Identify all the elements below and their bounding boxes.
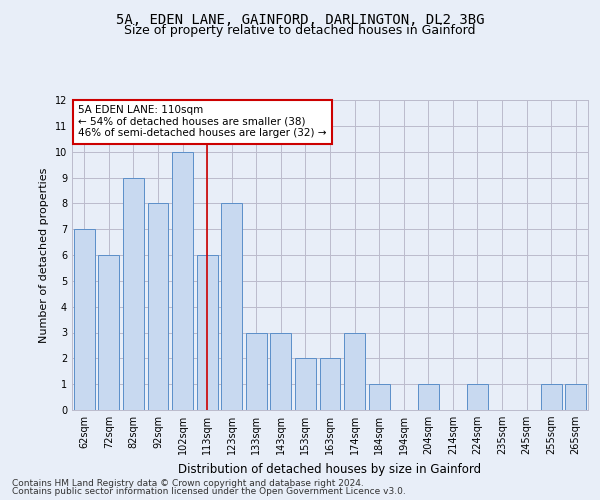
Bar: [320, 358, 340, 410]
Text: Size of property relative to detached houses in Gainford: Size of property relative to detached ho…: [124, 24, 476, 37]
Bar: [172, 152, 193, 410]
Bar: [295, 358, 316, 410]
Text: Contains public sector information licensed under the Open Government Licence v3: Contains public sector information licen…: [12, 487, 406, 496]
Bar: [344, 332, 365, 410]
X-axis label: Distribution of detached houses by size in Gainford: Distribution of detached houses by size …: [178, 462, 482, 475]
Bar: [541, 384, 562, 410]
Bar: [368, 384, 389, 410]
Bar: [98, 255, 119, 410]
Bar: [565, 384, 586, 410]
Bar: [221, 204, 242, 410]
Bar: [148, 204, 169, 410]
Bar: [246, 332, 267, 410]
Bar: [74, 229, 95, 410]
Text: 5A, EDEN LANE, GAINFORD, DARLINGTON, DL2 3BG: 5A, EDEN LANE, GAINFORD, DARLINGTON, DL2…: [116, 12, 484, 26]
Bar: [197, 255, 218, 410]
Text: Contains HM Land Registry data © Crown copyright and database right 2024.: Contains HM Land Registry data © Crown c…: [12, 478, 364, 488]
Bar: [467, 384, 488, 410]
Text: 5A EDEN LANE: 110sqm
← 54% of detached houses are smaller (38)
46% of semi-detac: 5A EDEN LANE: 110sqm ← 54% of detached h…: [78, 105, 326, 138]
Y-axis label: Number of detached properties: Number of detached properties: [39, 168, 49, 342]
Bar: [123, 178, 144, 410]
Bar: [271, 332, 292, 410]
Bar: [418, 384, 439, 410]
